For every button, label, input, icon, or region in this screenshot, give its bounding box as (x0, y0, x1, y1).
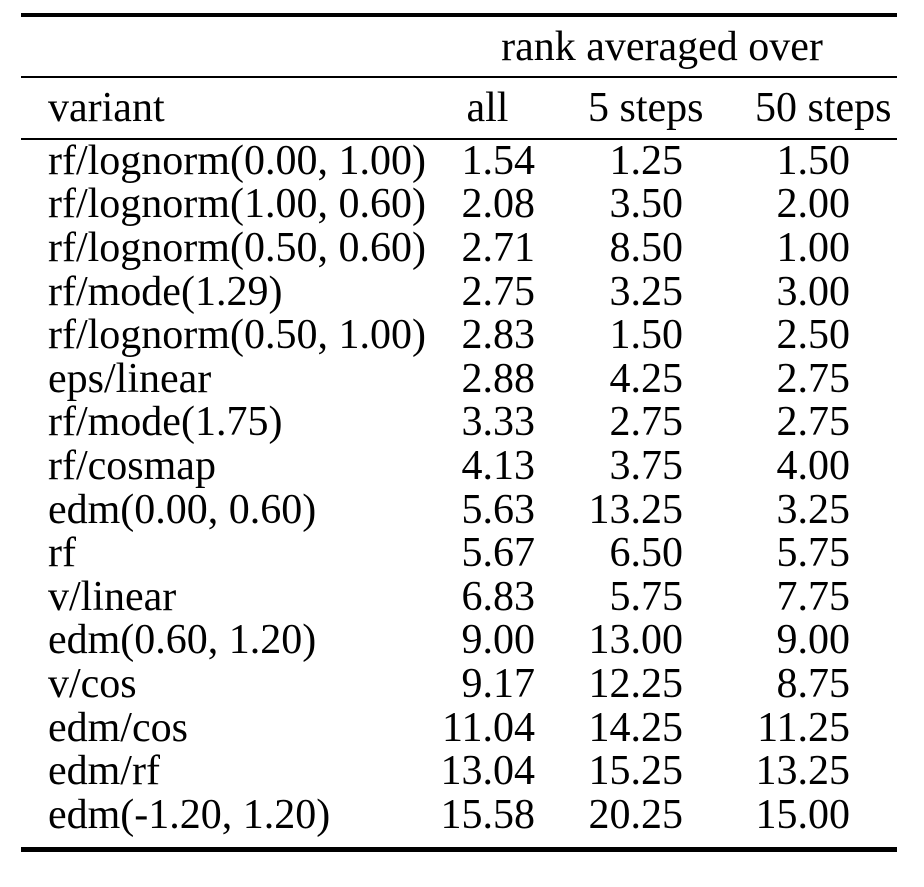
table-row: rf/lognorm(0.50, 1.00) 2.83 1.50 2.50 (21, 313, 897, 357)
rank-50-steps-cell: 9.00 (776, 617, 851, 664)
rank-5-steps-cell: 2.75 (609, 399, 684, 446)
rank-5-steps-cell: 6.50 (609, 530, 684, 577)
rank-all-cell: 2.71 (461, 224, 536, 271)
variant-cell: rf/mode(1.75) (48, 399, 283, 446)
rank-50-steps-cell: 2.00 (776, 181, 851, 228)
variant-cell: edm/cos (48, 704, 188, 751)
span-header-row: rank averaged over (21, 17, 898, 78)
table-row: edm/cos 11.04 14.25 11.25 (21, 706, 897, 750)
span-header-spacer (21, 17, 440, 78)
variant-cell: rf/lognorm(0.50, 0.60) (48, 224, 426, 271)
rank-5-steps-cell: 20.25 (588, 791, 684, 838)
table-body: rf/lognorm(0.00, 1.00) 1.54 1.25 1.50 rf/log… (21, 139, 897, 837)
rank-all-cell: 15.58 (440, 791, 536, 838)
variant-cell: edm(-1.20, 1.20) (48, 791, 331, 838)
table-row: rf/lognorm(0.00, 1.00) 1.54 1.25 1.50 (21, 139, 897, 183)
table-row: rf/lognorm(1.00, 0.60) 2.08 3.50 2.00 (21, 183, 897, 227)
rank-50-steps-cell: 5.75 (776, 530, 851, 577)
rank-all-cell: 6.83 (461, 573, 536, 620)
column-header-50-steps: 50 steps (683, 77, 898, 140)
rank-5-steps-cell: 14.25 (588, 704, 684, 751)
rank-all-cell: 2.75 (461, 268, 536, 315)
rank-all-cell: 9.17 (461, 660, 536, 707)
table-row: rf/cosmap 4.13 3.75 4.00 (21, 444, 897, 488)
variant-cell: rf/mode(1.29) (48, 268, 283, 315)
rank-5-steps-cell: 15.25 (588, 748, 684, 795)
rank-50-steps-cell: 1.50 (776, 138, 851, 185)
rank-5-steps-cell: 4.25 (609, 355, 684, 402)
rank-5-steps-cell: 5.75 (609, 573, 684, 620)
table-row: edm(0.60, 1.20) 9.00 13.00 9.00 (21, 619, 897, 663)
rank-50-steps-cell: 2.50 (776, 312, 851, 359)
rank-50-steps-cell: 13.25 (755, 748, 851, 795)
variant-cell: rf/lognorm(0.50, 1.00) (48, 312, 426, 359)
column-header-all: all (440, 77, 535, 140)
table-row: v/linear 6.83 5.75 7.75 (21, 575, 897, 619)
rank-all-cell: 13.04 (440, 748, 536, 795)
column-header-row: variant all 5 steps 50 steps (21, 77, 898, 140)
variant-cell: rf (48, 530, 76, 577)
rank-5-steps-cell: 13.25 (588, 486, 684, 533)
rank-5-steps-cell: 1.25 (609, 138, 684, 185)
rank-50-steps-cell: 7.75 (776, 573, 851, 620)
rank-5-steps-cell: 8.50 (609, 224, 684, 271)
rank-50-steps-cell: 15.00 (755, 791, 851, 838)
rank-50-steps-cell: 2.75 (776, 355, 851, 402)
column-header-variant: variant (21, 77, 440, 140)
rank-50-steps-cell: 8.75 (776, 660, 851, 707)
table-row: rf/lognorm(0.50, 0.60) 2.71 8.50 1.00 (21, 226, 897, 270)
variant-cell: rf/lognorm(0.00, 1.00) (48, 138, 426, 185)
rank-all-cell: 11.04 (442, 704, 535, 751)
variant-cell: edm/rf (48, 748, 160, 795)
table-row: edm(0.00, 0.60) 5.63 13.25 3.25 (21, 488, 897, 532)
variant-cell: eps/linear (48, 355, 212, 402)
rank-table: rank averaged over variant all 5 steps 5… (21, 17, 898, 837)
rank-all-cell: 4.13 (461, 442, 536, 489)
rank-5-steps-cell: 3.25 (609, 268, 684, 315)
table-row: rf/mode(1.75) 3.33 2.75 2.75 (21, 401, 897, 445)
table-row: edm(-1.20, 1.20) 15.58 20.25 15.00 (21, 793, 897, 837)
rank-50-steps-cell: 2.75 (776, 399, 851, 446)
table-row: edm/rf 13.04 15.25 13.25 (21, 749, 897, 793)
rank-all-cell: 2.88 (461, 355, 536, 402)
rank-all-cell: 9.00 (461, 617, 536, 664)
variant-cell: v/linear (48, 573, 177, 620)
rank-5-steps-cell: 1.50 (609, 312, 684, 359)
variant-cell: v/cos (48, 660, 137, 707)
rank-50-steps-cell: 1.00 (776, 224, 851, 271)
rank-50-steps-cell: 4.00 (776, 442, 851, 489)
column-header-5-steps: 5 steps (535, 77, 704, 140)
rank-50-steps-cell: 11.25 (757, 704, 851, 751)
variant-cell: edm(0.60, 1.20) (48, 617, 317, 664)
variant-cell: edm(0.00, 0.60) (48, 486, 317, 533)
rank-all-cell: 2.83 (461, 312, 536, 359)
rank-5-steps-cell: 3.50 (609, 181, 684, 228)
rank-5-steps-cell: 3.75 (609, 442, 684, 489)
span-header-label: rank averaged over (440, 17, 898, 78)
rank-all-cell: 2.08 (461, 181, 536, 228)
variant-cell: rf/lognorm(1.00, 0.60) (48, 181, 426, 228)
table-row: v/cos 9.17 12.25 8.75 (21, 662, 897, 706)
rank-all-cell: 5.63 (461, 486, 536, 533)
table-row: rf 5.67 6.50 5.75 (21, 531, 897, 575)
rank-50-steps-cell: 3.25 (776, 486, 851, 533)
variant-cell: rf/cosmap (48, 442, 216, 489)
rank-all-cell: 5.67 (461, 530, 536, 577)
rank-all-cell: 3.33 (461, 399, 536, 446)
table-row: rf/mode(1.29) 2.75 3.25 3.00 (21, 270, 897, 314)
rank-50-steps-cell: 3.00 (776, 268, 851, 315)
table-row: eps/linear 2.88 4.25 2.75 (21, 357, 897, 401)
rank-5-steps-cell: 12.25 (588, 660, 684, 707)
rank-table-container: rank averaged over variant all 5 steps 5… (21, 13, 898, 852)
rank-5-steps-cell: 13.00 (588, 617, 684, 664)
rank-all-cell: 1.54 (461, 138, 536, 185)
